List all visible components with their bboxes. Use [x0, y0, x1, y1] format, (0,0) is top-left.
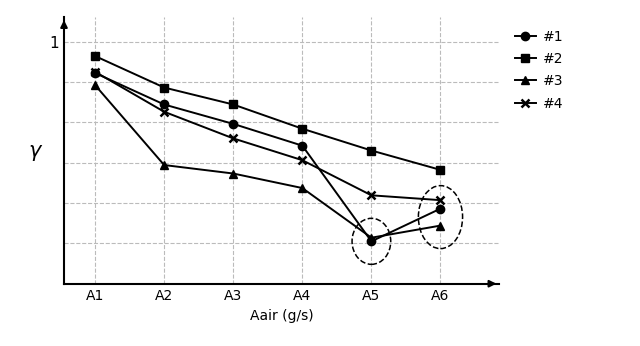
#4	[92, 70, 99, 74]
#4	[298, 158, 306, 162]
Line: #4: #4	[91, 67, 445, 204]
#3	[161, 163, 168, 167]
X-axis label: Aair (g/s): Aair (g/s)	[250, 309, 314, 323]
#1	[436, 207, 444, 211]
#4	[161, 110, 168, 114]
#1	[298, 144, 306, 148]
Y-axis label: γ: γ	[29, 140, 41, 161]
Line: #1: #1	[91, 69, 445, 246]
#4	[229, 136, 237, 140]
#4	[436, 198, 444, 202]
#1	[161, 102, 168, 107]
#1	[229, 122, 237, 126]
#3	[229, 172, 237, 176]
#1	[92, 71, 99, 75]
#4	[367, 193, 375, 197]
#2	[298, 127, 306, 131]
Legend: #1, #2, #3, #4: #1, #2, #3, #4	[515, 29, 563, 111]
#2	[92, 54, 99, 58]
#2	[436, 168, 444, 172]
#2	[161, 85, 168, 90]
#2	[229, 102, 237, 107]
#2	[367, 148, 375, 153]
Line: #2: #2	[91, 52, 445, 174]
#3	[298, 186, 306, 190]
#3	[367, 236, 375, 240]
#1	[367, 239, 375, 244]
#3	[436, 224, 444, 228]
Line: #3: #3	[91, 81, 445, 242]
#3	[92, 83, 99, 87]
